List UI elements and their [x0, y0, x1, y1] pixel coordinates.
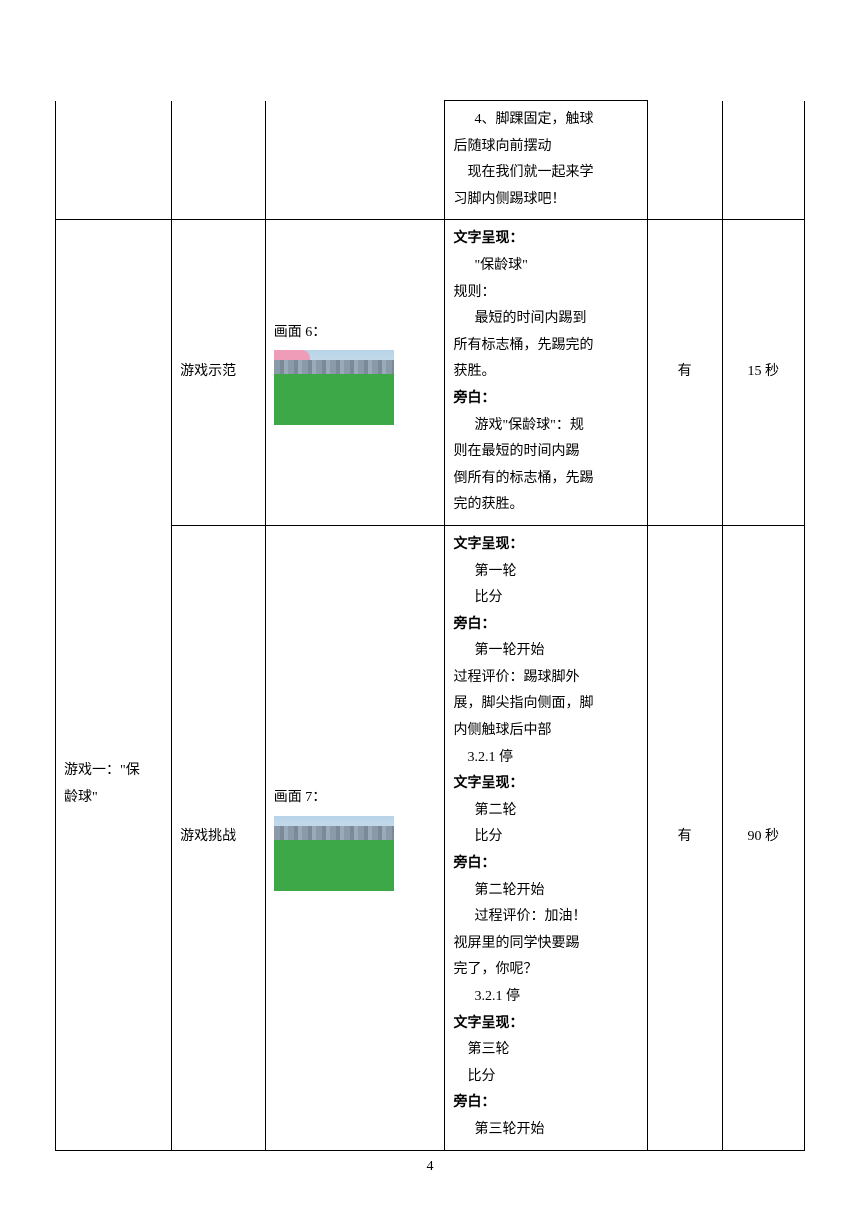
cell-continuation-text: 4、脚踝固定，触球 后随球向前摆动 现在我们就一起来学 习脚内侧踢球吧！: [445, 101, 647, 220]
frame-label: 画面 6：: [274, 320, 437, 347]
frame-label: 画面 7：: [274, 785, 437, 812]
text-line: 则在最短的时间内踢: [453, 439, 638, 466]
text-line: 4、脚踝固定，触球: [453, 107, 638, 134]
frame7-image: [274, 816, 394, 891]
text-label: 游戏示范: [180, 364, 236, 379]
text-line: 获胜。: [453, 359, 638, 386]
text-line: 习脚内侧踢球吧！: [453, 187, 638, 214]
cell-has-audio: 有: [647, 220, 722, 526]
page-number: 4: [0, 1154, 860, 1181]
text-line: 所有标志桶，先踢完的: [453, 333, 638, 360]
text-line: 内侧触球后中部: [453, 718, 638, 745]
heading: 文字呈现：: [453, 226, 638, 253]
heading: 文字呈现：: [453, 532, 638, 559]
text-line: 第一轮开始: [453, 638, 638, 665]
text-line: 第三轮开始: [453, 1117, 638, 1144]
cell-frame7: 画面 7：: [265, 525, 445, 1150]
heading: 旁白：: [453, 851, 638, 878]
text-value: 有: [678, 829, 692, 844]
text-line: 过程评价：加油！: [453, 904, 638, 931]
text-value: 90 秒: [748, 829, 780, 844]
text-line: 游戏"保龄球"：规: [453, 413, 638, 440]
heading: 文字呈现：: [453, 771, 638, 798]
text-line: 过程评价：踢球脚外: [453, 665, 638, 692]
heading: 旁白：: [453, 612, 638, 639]
cell-frame6: 画面 6：: [265, 220, 445, 526]
text-line: 3.2.1 停: [453, 984, 638, 1011]
heading: 旁白：: [453, 1090, 638, 1117]
row-game-demo: 游戏一："保 龄球" 游戏示范 画面 6： 文字呈现： "保龄球" 规则： 最短…: [56, 220, 805, 526]
text-line: 现在我们就一起来学: [453, 160, 638, 187]
cell-demo-label: 游戏示范: [172, 220, 266, 526]
cell-game-name: 游戏一："保 龄球": [56, 220, 172, 1150]
text-line: 视屏里的同学快要踢: [453, 931, 638, 958]
text-line: 规则：: [453, 280, 638, 307]
text-line: 最短的时间内踢到: [453, 306, 638, 333]
frame6-image: [274, 350, 394, 425]
cell-challenge-label: 游戏挑战: [172, 525, 266, 1150]
cell-has-audio: 有: [647, 525, 722, 1150]
cell-duration: 90 秒: [722, 525, 804, 1150]
text-line: 第三轮: [453, 1037, 638, 1064]
text-line: 比分: [453, 1064, 638, 1091]
text-line: 后随球向前摆动: [453, 134, 638, 161]
text-value: 15 秒: [748, 364, 780, 379]
text-line: 龄球": [64, 785, 163, 812]
text-line: 第一轮: [453, 559, 638, 586]
text-line: 第二轮: [453, 798, 638, 825]
text-line: 展，脚尖指向侧面，脚: [453, 691, 638, 718]
text-line: 第二轮开始: [453, 878, 638, 905]
text-line: 比分: [453, 824, 638, 851]
cell-row2-content: 文字呈现： 第一轮 比分 旁白： 第一轮开始 过程评价：踢球脚外 展，脚尖指向侧…: [445, 525, 647, 1150]
text-line: 3.2.1 停: [453, 745, 638, 772]
document-table: 4、脚踝固定，触球 后随球向前摆动 现在我们就一起来学 习脚内侧踢球吧！ 游戏一…: [55, 100, 805, 1151]
text-line: 游戏一："保: [64, 758, 163, 785]
text-line: 倒所有的标志桶，先踢: [453, 466, 638, 493]
text-line: 比分: [453, 585, 638, 612]
heading: 文字呈现：: [453, 1011, 638, 1038]
cell-row1-content: 文字呈现： "保龄球" 规则： 最短的时间内踢到 所有标志桶，先踢完的 获胜。 …: [445, 220, 647, 526]
text-line: "保龄球": [453, 253, 638, 280]
text-line: 完的获胜。: [453, 492, 638, 519]
cell-duration: 15 秒: [722, 220, 804, 526]
page-number-value: 4: [427, 1159, 434, 1174]
text-value: 有: [678, 364, 692, 379]
row-continuation: 4、脚踝固定，触球 后随球向前摆动 现在我们就一起来学 习脚内侧踢球吧！: [56, 101, 805, 220]
text-label: 游戏挑战: [180, 829, 236, 844]
heading: 旁白：: [453, 386, 638, 413]
text-line: 完了，你呢？: [453, 957, 638, 984]
